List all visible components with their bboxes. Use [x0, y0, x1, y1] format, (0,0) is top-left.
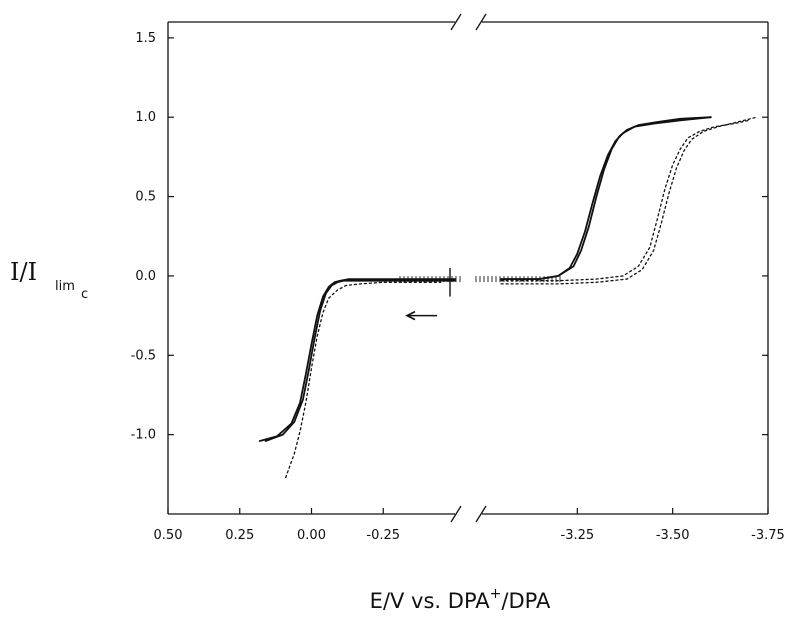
axis-break-mark	[475, 505, 487, 523]
x-tick-label: -3.75	[751, 528, 785, 543]
series-line-solid-1	[264, 279, 456, 442]
series-layer	[258, 116, 758, 479]
x-tick-label: 0.00	[297, 528, 326, 543]
axis-break-mark	[450, 505, 462, 523]
scan-direction-arrow	[405, 310, 437, 321]
axis-break-mark	[450, 13, 462, 31]
x-axis-label-tail: /DPA	[501, 589, 551, 613]
series-line-dotted-2	[285, 281, 442, 479]
y-tick-label: 1.0	[135, 110, 156, 125]
series-line-solid-3	[500, 116, 712, 281]
axis-break-mark	[475, 13, 487, 31]
x-axis-label: E/V vs. DPA+/DPA	[370, 586, 551, 613]
series-line-dotted-5	[500, 116, 758, 285]
x-axis: 0.50 0.25 0.00 -0.25 -3.25 -3.50 -3.75	[154, 508, 785, 543]
series-line-solid-4	[500, 116, 712, 281]
x-tick-label: 0.50	[154, 528, 183, 543]
y-tick-label: -0.5	[131, 348, 156, 363]
x-tick-label: -3.25	[561, 528, 595, 543]
y-axis-label-subscript: lim	[55, 279, 75, 294]
x-tick-label: -0.25	[366, 528, 400, 543]
series-line-solid-0	[258, 278, 456, 442]
arrow-head	[405, 310, 416, 321]
x-tick-label: -3.50	[656, 528, 690, 543]
y-axis-label-subsubscript: c	[81, 287, 88, 302]
y-tick-label: 1.5	[135, 31, 156, 46]
plot-frame	[167, 13, 769, 523]
y-axis: 1.5 1.0 0.5 0.0 -0.5 -1.0	[131, 31, 768, 443]
series-line-dotted-6	[500, 119, 750, 282]
x-axis-label-main: E/V vs. DPA	[370, 589, 491, 613]
y-tick-label: -1.0	[131, 428, 156, 443]
y-tick-label: 0.0	[135, 269, 156, 284]
x-axis-label-sup: +	[490, 586, 502, 602]
y-tick-label: 0.5	[135, 190, 156, 205]
y-axis-label: I/I	[10, 258, 37, 286]
x-tick-label: 0.25	[225, 528, 254, 543]
